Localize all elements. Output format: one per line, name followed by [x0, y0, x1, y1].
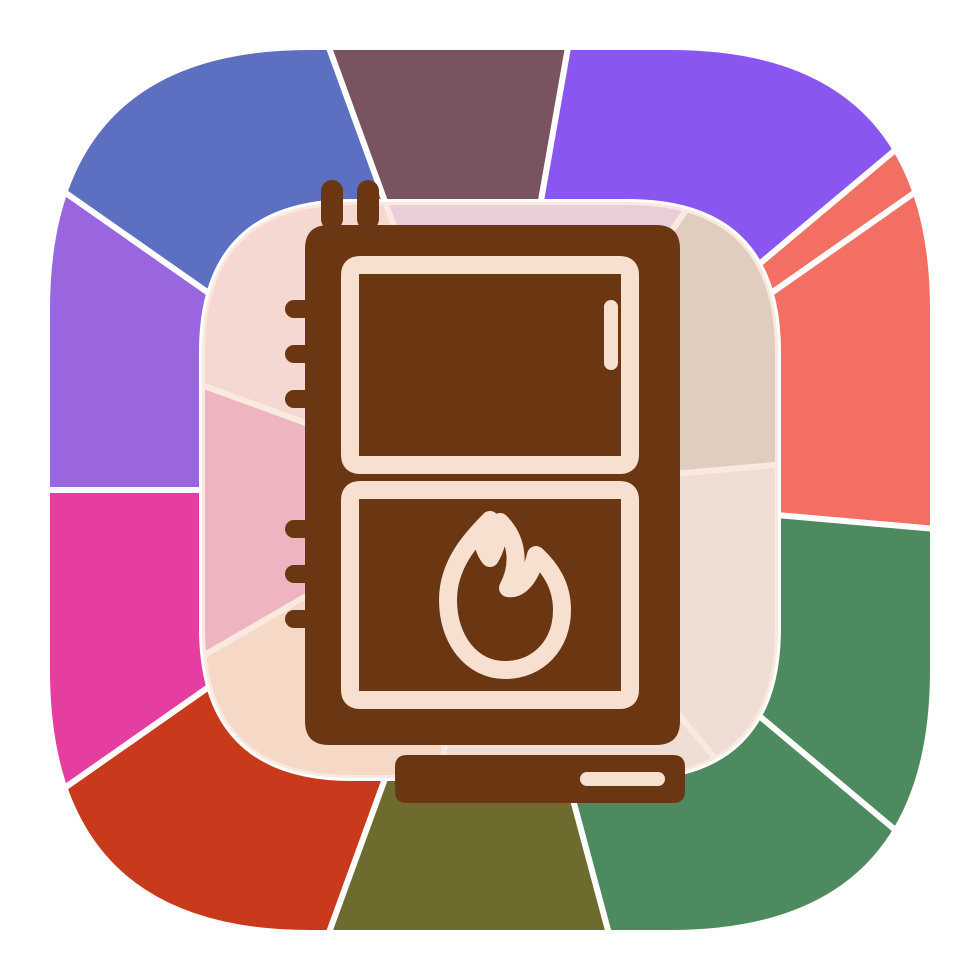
furnace-vent: [285, 300, 340, 318]
furnace-vent: [285, 610, 340, 628]
furnace-top-nub: [357, 180, 379, 230]
furnace-color-wheel-icon: [0, 0, 980, 980]
furnace-top-nub: [321, 180, 343, 230]
furnace-base-slot: [580, 772, 665, 786]
icon-illustration: { "canvas": { "width": 980, "height": 98…: [0, 0, 980, 980]
furnace-vent: [285, 520, 340, 538]
furnace-vent: [285, 345, 340, 363]
furnace-vent: [285, 390, 340, 408]
furnace-vent: [285, 565, 340, 583]
furnace-boiler-icon: [285, 180, 685, 803]
furnace-handle: [604, 300, 618, 370]
